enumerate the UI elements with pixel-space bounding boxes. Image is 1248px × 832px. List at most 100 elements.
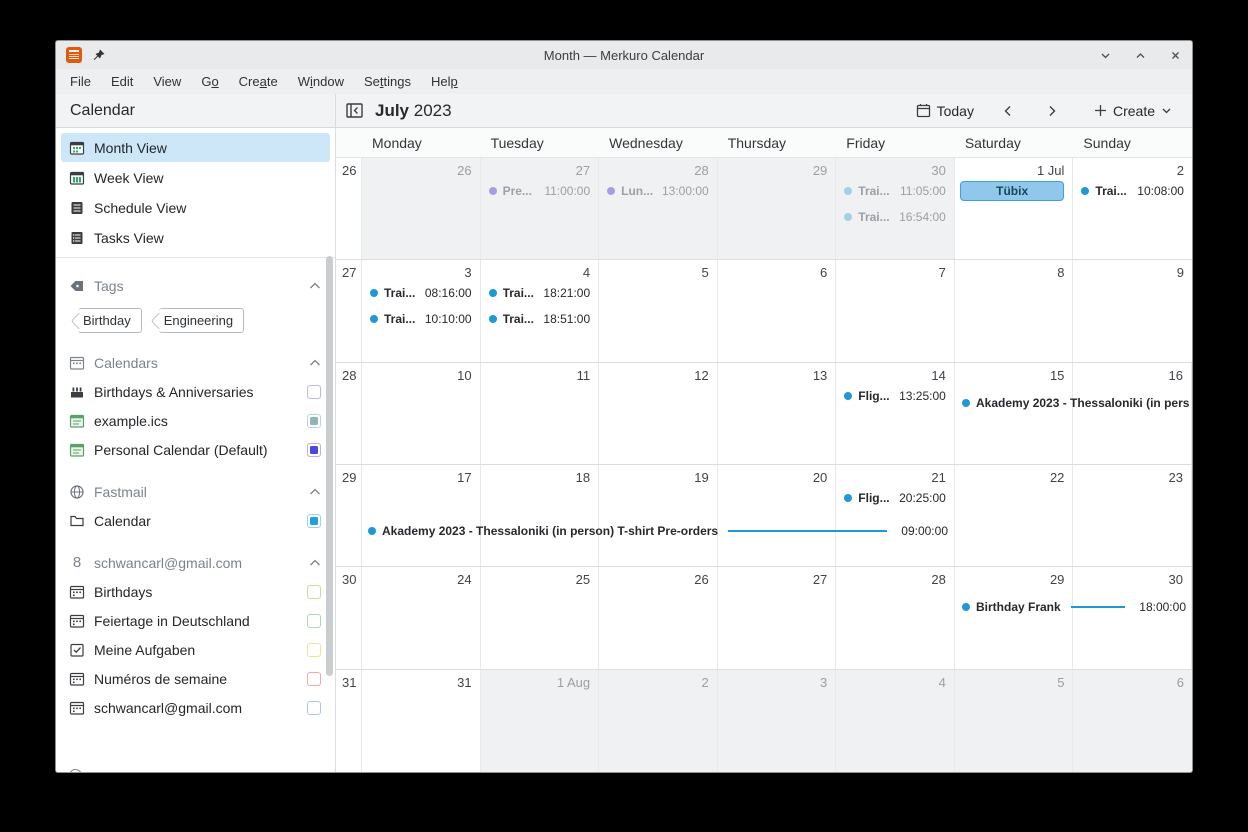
- pin-icon[interactable]: [92, 48, 106, 62]
- day-cell[interactable]: 29: [954, 567, 1074, 669]
- menu-settings[interactable]: Settings: [363, 74, 411, 89]
- day-cell[interactable]: 3: [717, 669, 837, 772]
- checkbox-example-ics[interactable]: [307, 413, 321, 428]
- calendar-item-feiertage[interactable]: Feiertage in Deutschland: [56, 606, 335, 635]
- day-cell[interactable]: 6: [717, 260, 837, 362]
- calendar-item-example-ics[interactable]: example.ics: [56, 406, 335, 435]
- day-cell[interactable]: 29: [717, 158, 837, 260]
- checkbox-personal-calendar[interactable]: [307, 442, 321, 457]
- sidebar-item-tasks-view[interactable]: Tasks View: [61, 223, 330, 252]
- day-cell[interactable]: 25: [480, 567, 600, 669]
- previous-month-button[interactable]: [992, 100, 1024, 122]
- checkbox-gmail-schwancarl[interactable]: [307, 700, 321, 715]
- event[interactable]: Trai... 16:54:00: [837, 207, 953, 227]
- calendar-item-numeros-de-semaine[interactable]: Numéros de semaine: [56, 664, 335, 693]
- checkbox-fastmail-calendar[interactable]: [307, 513, 321, 528]
- day-cell[interactable]: 2: [599, 669, 718, 772]
- calendar-item-fastmail-calendar[interactable]: Calendar: [56, 506, 335, 535]
- menu-edit[interactable]: Edit: [110, 74, 134, 89]
- menu-window[interactable]: Window: [297, 74, 344, 89]
- day-cell[interactable]: 17: [362, 465, 481, 567]
- section-calendars[interactable]: Calendars: [56, 348, 335, 377]
- checkbox-birthdays-anniversaries[interactable]: [307, 384, 321, 399]
- day-cell[interactable]: 16: [1073, 362, 1192, 464]
- day-cell[interactable]: 30: [1073, 567, 1192, 669]
- tag-chip-engineering[interactable]: Engineering: [158, 308, 245, 333]
- checkbox-meine-aufgaben[interactable]: [307, 642, 321, 657]
- day-cell[interactable]: 5: [954, 669, 1074, 772]
- event-span-tshirt-preorders[interactable]: Akademy 2023 - Thessaloniki (in person) …: [368, 521, 948, 541]
- day-cell[interactable]: 28 Lun... 13:00:00: [599, 158, 718, 260]
- event[interactable]: Flig... 13:25:00: [837, 386, 953, 406]
- menu-go[interactable]: Go: [201, 74, 219, 89]
- tag-chip-birthday[interactable]: Birthday: [78, 308, 142, 333]
- day-cell[interactable]: 6: [1073, 669, 1192, 772]
- calendar-item-gmail-schwancarl[interactable]: schwancarl@gmail.com: [56, 693, 335, 722]
- day-cell[interactable]: 23: [1073, 465, 1192, 567]
- checkbox-numeros-de-semaine[interactable]: [307, 671, 321, 686]
- sidebar-scrollbar[interactable]: [326, 256, 333, 676]
- sidebar-item-schedule-view[interactable]: Schedule View: [61, 193, 330, 222]
- section-gmail-account[interactable]: 8 schwancarl@gmail.com: [56, 548, 335, 577]
- event[interactable]: Trai... 08:16:00: [363, 283, 479, 303]
- day-cell[interactable]: 26: [362, 158, 481, 260]
- next-month-button[interactable]: [1036, 100, 1068, 122]
- sidebar-toggle-icon[interactable]: [346, 103, 363, 118]
- day-cell[interactable]: 1 Aug: [480, 669, 600, 772]
- event[interactable]: Lun... 13:00:00: [600, 181, 716, 201]
- event[interactable]: Trai... 18:51:00: [482, 309, 598, 329]
- calendar-item-personal-calendar[interactable]: Personal Calendar (Default): [56, 435, 335, 464]
- calendar-item-birthdays-anniversaries[interactable]: Birthdays & Anniversaries: [56, 377, 335, 406]
- day-cell[interactable]: 5: [599, 260, 718, 362]
- event[interactable]: Pre... 11:00:00: [482, 181, 598, 201]
- menu-file[interactable]: File: [70, 74, 91, 89]
- day-cell[interactable]: 26: [599, 567, 718, 669]
- day-cell[interactable]: 11: [480, 362, 600, 464]
- event[interactable]: Flig... 20:25:00: [837, 488, 953, 508]
- calendar-item-meine-aufgaben[interactable]: Meine Aufgaben: [56, 635, 335, 664]
- day-cell[interactable]: 3 Trai... 08:16:00 Trai... 10:10:00: [362, 260, 481, 362]
- allday-event-tubix[interactable]: Tübix: [959, 181, 1065, 201]
- day-cell[interactable]: 21 Flig... 20:25:00: [836, 465, 955, 567]
- checkbox-feiertage[interactable]: [307, 613, 321, 628]
- day-cell[interactable]: 30 Trai... 11:05:00 Trai... 16:54:00: [836, 158, 955, 260]
- day-cell[interactable]: 15: [954, 362, 1074, 464]
- calendar-item-gmail-birthdays[interactable]: Birthdays: [56, 577, 335, 606]
- sidebar-item-week-view[interactable]: Week View: [61, 163, 330, 192]
- day-cell[interactable]: 12: [599, 362, 718, 464]
- menu-create[interactable]: Create: [238, 74, 278, 89]
- menu-view[interactable]: View: [153, 74, 182, 89]
- day-cell[interactable]: 22: [954, 465, 1074, 567]
- day-cell[interactable]: 13: [717, 362, 837, 464]
- event-span-birthday-frank[interactable]: Birthday Frank 18:00:00: [962, 597, 1186, 617]
- day-cell[interactable]: 31: [362, 669, 481, 772]
- minimize-button[interactable]: [1099, 49, 1112, 62]
- section-fastmail[interactable]: Fastmail: [56, 477, 335, 506]
- day-cell[interactable]: 20: [717, 465, 837, 567]
- day-cell[interactable]: 18: [480, 465, 600, 567]
- today-button[interactable]: Today: [910, 99, 980, 123]
- day-cell[interactable]: 8: [954, 260, 1074, 362]
- sidebar-item-month-view[interactable]: Month View: [61, 133, 330, 162]
- day-cell[interactable]: 27 Pre... 11:00:00: [480, 158, 600, 260]
- event[interactable]: Trai... 10:08:00: [1074, 181, 1191, 201]
- event-span-akademy[interactable]: Akademy 2023 - Thessaloniki (in pers: [962, 393, 1192, 413]
- event[interactable]: Trai... 11:05:00: [837, 181, 953, 201]
- event[interactable]: Trai... 18:21:00: [482, 283, 598, 303]
- menu-help[interactable]: Help: [430, 74, 458, 89]
- checkbox-gmail-birthdays[interactable]: [307, 584, 321, 599]
- day-cell[interactable]: 28: [836, 567, 955, 669]
- maximize-button[interactable]: [1134, 49, 1147, 62]
- day-cell[interactable]: 14 Flig... 13:25:00: [836, 362, 955, 464]
- day-cell[interactable]: 24: [362, 567, 481, 669]
- section-tags[interactable]: Tags: [56, 271, 335, 300]
- create-button[interactable]: Create: [1088, 99, 1178, 123]
- day-cell[interactable]: 1 Jul Tübix: [954, 158, 1074, 260]
- day-cell[interactable]: 10: [362, 362, 481, 464]
- day-cell[interactable]: 9: [1073, 260, 1192, 362]
- day-cell[interactable]: 19: [599, 465, 718, 567]
- day-cell[interactable]: 27: [717, 567, 837, 669]
- day-cell[interactable]: 4: [836, 669, 955, 772]
- day-cell[interactable]: 2 Trai... 10:08:00: [1073, 158, 1192, 260]
- event[interactable]: Trai... 10:10:00: [363, 309, 479, 329]
